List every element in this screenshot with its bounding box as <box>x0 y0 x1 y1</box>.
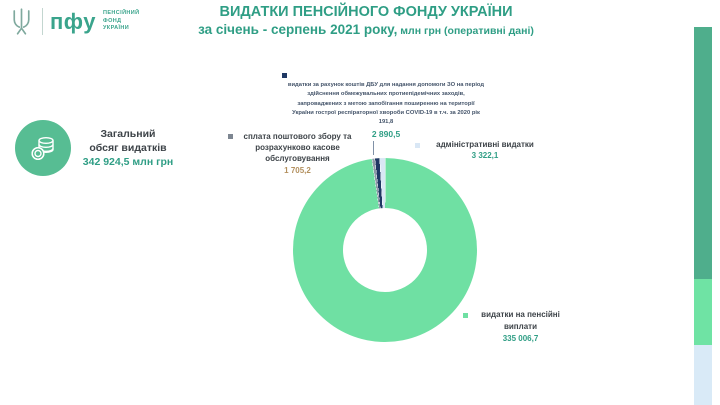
trident-icon <box>13 8 30 35</box>
pension-legend-label: видатки на пенсійні виплати <box>481 310 560 331</box>
legend-covid-dbu: видатки за рахунок коштів ДБУ для наданн… <box>272 68 500 139</box>
logo-acronym: пфу <box>50 8 96 34</box>
title-line2-small: млн грн (оперативні дані) <box>397 25 534 38</box>
admin-legend-label: адміністративні видатки <box>436 140 534 149</box>
legend-postal-fee: сплата поштового збору та розрахунково к… <box>220 131 375 175</box>
donut-chart <box>293 158 477 342</box>
pension-legend-value: 335 006,7 <box>502 334 539 344</box>
total-expenditure-card: Загальний обсяг видатків 342 924,5 млн г… <box>15 120 177 176</box>
admin-legend-marker <box>415 143 420 148</box>
title-line2: за січень - серпень 2021 року, млн грн (… <box>60 21 672 39</box>
side-bar-segment-green <box>694 279 712 345</box>
covid-leader-line <box>373 141 374 155</box>
pension-legend-marker <box>463 313 468 318</box>
total-label: Загальний обсяг видатків <box>89 127 167 154</box>
total-value: 342 924,5 млн грн <box>82 156 174 169</box>
postal-legend-value: 1 705,2 <box>284 165 311 175</box>
logo-divider <box>42 8 43 35</box>
title-line2-main: за січень - серпень 2021 року, <box>198 22 398 38</box>
coins-icon <box>31 136 54 161</box>
logo-org-name: ПЕНСІЙНИЙ ФОНД УКРАЇНИ <box>102 9 140 32</box>
covid-legend-value: 2 890,5 <box>371 129 401 140</box>
side-bar-segment-blue <box>694 345 712 405</box>
admin-legend-value: 3 322,1 <box>471 151 499 161</box>
title-line1: ВИДАТКИ ПЕНСІЙНОГО ФОНДУ УКРАЇНИ <box>219 4 513 20</box>
legend-pension-payments: видатки на пенсійні виплати 335 006,7 <box>448 309 593 343</box>
covid-legend-label: видатки за рахунок коштів ДБУ для наданн… <box>287 82 485 126</box>
donut-hole <box>343 208 427 292</box>
total-expenditure-text: Загальний обсяг видатків 342 924,5 млн г… <box>79 127 177 170</box>
covid-legend-marker <box>282 73 287 78</box>
legend-administrative: адміністративні видатки 3 322,1 <box>405 139 565 160</box>
side-accent-bar <box>694 27 712 405</box>
side-bar-segment-teal <box>694 27 712 279</box>
page-title: ВИДАТКИ ПЕНСІЙНОГО ФОНДУ УКРАЇНИ за січе… <box>60 3 672 39</box>
postal-legend-marker <box>228 134 233 139</box>
pfu-logo: пфу ПЕНСІЙНИЙ ФОНД УКРАЇНИ <box>8 7 140 36</box>
postal-legend-label: сплата поштового збору та розрахунково к… <box>243 132 352 164</box>
coins-badge <box>15 120 71 176</box>
